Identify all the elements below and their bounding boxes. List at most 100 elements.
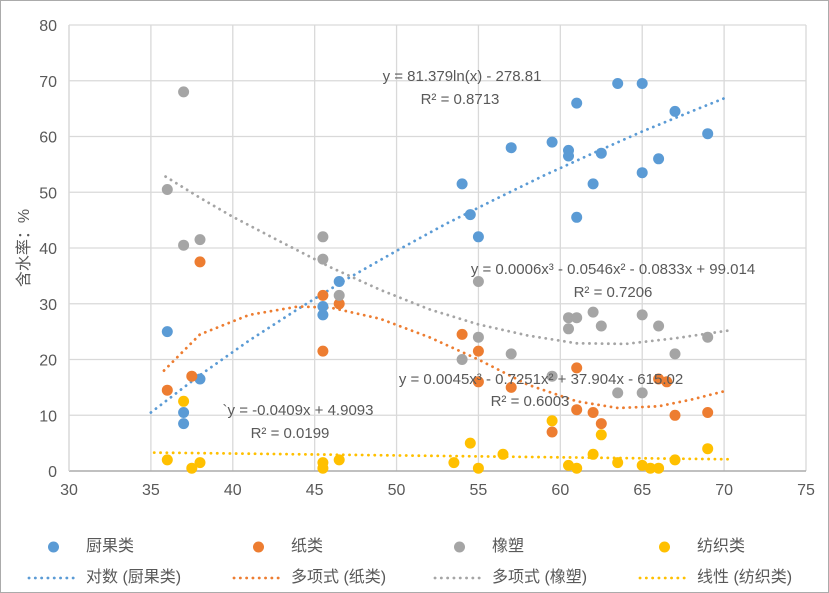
data-point-marker[interactable] bbox=[612, 387, 624, 399]
data-point-marker[interactable] bbox=[178, 239, 190, 251]
data-point-marker[interactable] bbox=[571, 462, 583, 474]
data-point-marker[interactable] bbox=[669, 105, 681, 117]
data-point-marker[interactable] bbox=[333, 454, 345, 466]
data-point-marker[interactable] bbox=[587, 407, 599, 418]
data-point-marker[interactable] bbox=[333, 298, 345, 310]
trendline-logarithmic[interactable] bbox=[149, 95, 731, 414]
data-point-marker[interactable] bbox=[612, 457, 624, 469]
data-point-marker[interactable] bbox=[595, 320, 607, 332]
data-point-marker[interactable] bbox=[702, 443, 714, 455]
data-point-marker[interactable] bbox=[194, 457, 206, 469]
data-point-marker[interactable] bbox=[546, 415, 558, 427]
data-point-marker[interactable] bbox=[636, 78, 648, 89]
data-point-marker[interactable] bbox=[636, 387, 648, 399]
legend-item-线性 (纺织类)[interactable]: 线性 (纺织类) bbox=[637, 570, 792, 586]
data-point-marker[interactable] bbox=[456, 354, 468, 365]
data-point-marker[interactable] bbox=[571, 404, 583, 416]
data-point-marker[interactable] bbox=[317, 231, 329, 243]
trendline-r-squared[interactable]: R² = 0.7206 bbox=[574, 284, 653, 301]
data-point-marker[interactable] bbox=[702, 407, 714, 418]
data-point-marker[interactable] bbox=[317, 309, 329, 321]
data-point-marker[interactable] bbox=[702, 128, 714, 140]
data-point-marker[interactable] bbox=[653, 153, 665, 165]
data-point-marker[interactable] bbox=[669, 348, 681, 360]
data-point-marker[interactable] bbox=[636, 167, 648, 179]
data-point-marker[interactable] bbox=[571, 362, 583, 374]
data-point-marker[interactable] bbox=[563, 312, 574, 324]
data-point-marker[interactable] bbox=[448, 457, 460, 469]
legend-item-纸类[interactable]: 纸类 bbox=[231, 539, 323, 555]
trendline-r-squared[interactable]: R² = 0.8713 bbox=[421, 91, 500, 108]
trendline-r-squared[interactable]: R² = 0.6003 bbox=[491, 393, 570, 410]
legend-item-橡塑[interactable]: 橡塑 bbox=[432, 539, 524, 555]
data-point-marker[interactable] bbox=[317, 345, 329, 357]
data-point-marker[interactable] bbox=[546, 370, 558, 382]
data-point-marker[interactable] bbox=[571, 211, 583, 223]
data-point-marker[interactable] bbox=[178, 395, 190, 407]
data-point-marker[interactable] bbox=[653, 320, 665, 332]
data-point-marker[interactable] bbox=[472, 231, 484, 243]
data-point-marker[interactable] bbox=[612, 78, 624, 89]
series-厨果类[interactable] bbox=[161, 78, 714, 430]
data-point-marker[interactable] bbox=[178, 407, 190, 418]
data-point-marker[interactable] bbox=[595, 147, 607, 159]
data-point-marker[interactable] bbox=[333, 289, 345, 301]
data-point-marker[interactable] bbox=[161, 326, 173, 338]
data-point-marker[interactable] bbox=[456, 178, 468, 190]
legend-item-对数 (厨果类)[interactable]: 对数 (厨果类) bbox=[26, 570, 181, 586]
data-point-marker[interactable] bbox=[669, 454, 681, 466]
data-point-marker[interactable] bbox=[317, 253, 329, 265]
data-point-marker[interactable] bbox=[587, 178, 599, 190]
trendline-equation[interactable]: y = 81.379ln(x) - 278.81 bbox=[383, 68, 542, 85]
data-point-marker[interactable] bbox=[571, 312, 583, 324]
data-point-marker[interactable] bbox=[464, 209, 476, 221]
data-point-marker[interactable] bbox=[161, 384, 173, 396]
series-纺织类[interactable] bbox=[161, 395, 714, 474]
data-point-marker[interactable] bbox=[546, 426, 558, 438]
data-point-marker[interactable] bbox=[587, 448, 599, 460]
data-point-marker[interactable] bbox=[595, 429, 607, 441]
data-point-marker[interactable] bbox=[186, 370, 198, 382]
data-point-marker[interactable] bbox=[661, 376, 673, 388]
trendline-equation[interactable]: `y = -0.0409x + 4.9093 bbox=[223, 402, 374, 419]
trendline-equation[interactable]: y = 0.0006x³ - 0.0546x² - 0.0833x + 99.0… bbox=[471, 261, 755, 278]
data-point-marker[interactable] bbox=[464, 437, 476, 449]
trendline-polynomial[interactable] bbox=[164, 175, 731, 346]
scatter-chart-plot[interactable]: 含水率：% 占比：% 30354045505560657075010203040… bbox=[1, 1, 829, 511]
data-point-marker[interactable] bbox=[178, 86, 190, 98]
data-point-marker[interactable] bbox=[571, 97, 583, 109]
data-point-marker[interactable] bbox=[702, 331, 714, 343]
data-point-marker[interactable] bbox=[317, 462, 329, 474]
data-point-marker[interactable] bbox=[456, 328, 468, 340]
trendline-polynomial[interactable] bbox=[162, 305, 726, 410]
data-point-marker[interactable] bbox=[161, 454, 173, 466]
legend-item-多项式 (纸类)[interactable]: 多项式 (纸类) bbox=[231, 570, 386, 586]
series-橡塑[interactable] bbox=[161, 86, 714, 399]
data-point-marker[interactable] bbox=[644, 462, 656, 474]
data-point-marker[interactable] bbox=[472, 331, 484, 343]
data-point-marker[interactable] bbox=[505, 381, 517, 393]
data-point-marker[interactable] bbox=[186, 462, 198, 474]
data-point-marker[interactable] bbox=[178, 418, 190, 430]
data-point-marker[interactable] bbox=[194, 234, 206, 246]
data-point-marker[interactable] bbox=[472, 345, 484, 357]
data-point-marker[interactable] bbox=[333, 276, 345, 287]
data-point-marker[interactable] bbox=[653, 462, 665, 474]
data-point-marker[interactable] bbox=[595, 418, 607, 430]
data-point-marker[interactable] bbox=[669, 409, 681, 421]
legend-item-多项式 (橡塑)[interactable]: 多项式 (橡塑) bbox=[432, 570, 587, 586]
data-point-marker[interactable] bbox=[563, 150, 574, 162]
data-point-marker[interactable] bbox=[505, 142, 517, 154]
series-纸类[interactable] bbox=[161, 256, 714, 438]
data-point-marker[interactable] bbox=[636, 309, 648, 321]
data-point-marker[interactable] bbox=[472, 276, 484, 287]
trendline-r-squared[interactable]: R² = 0.0199 bbox=[251, 425, 330, 442]
data-point-marker[interactable] bbox=[505, 348, 517, 360]
data-point-marker[interactable] bbox=[317, 301, 329, 312]
data-point-marker[interactable] bbox=[587, 306, 599, 318]
data-point-marker[interactable] bbox=[317, 289, 329, 301]
data-point-marker[interactable] bbox=[497, 448, 509, 460]
data-point-marker[interactable] bbox=[194, 256, 206, 268]
data-point-marker[interactable] bbox=[546, 136, 558, 148]
data-point-marker[interactable] bbox=[563, 323, 574, 335]
